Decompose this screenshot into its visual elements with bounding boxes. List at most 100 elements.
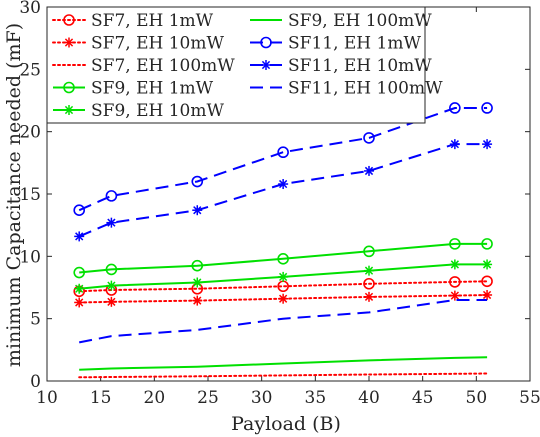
data-point [106, 217, 117, 228]
series-sf11-eh-10mw [74, 139, 493, 242]
legend-marker [261, 60, 271, 70]
data-point [192, 295, 203, 306]
legend-entry-sf7-eh-100mw: SF7, EH 100mW [52, 56, 235, 76]
data-point [191, 175, 204, 188]
legend-marker [260, 36, 272, 49]
data-point [105, 263, 118, 276]
data-point [449, 139, 460, 150]
legend-label: SF7, EH 10mW [91, 34, 224, 54]
legend-entry-sf11-eh-1mw: SF11, EH 1mW [250, 34, 421, 54]
data-point [277, 146, 289, 159]
data-point [481, 102, 493, 114]
x-tick-label: 40 [358, 388, 380, 408]
data-point [192, 205, 203, 216]
legend-entry-sf11-eh-10mw: SF11, EH 10mW [250, 56, 432, 76]
data-point [482, 289, 493, 300]
legend-entry-sf9-eh-100mw: SF9, EH 100mW [250, 11, 432, 31]
series-sf11-eh-1mw [73, 102, 493, 217]
data-point [481, 238, 493, 250]
data-point [191, 259, 204, 272]
data-point [278, 293, 289, 304]
series-sf9-eh-10mw [74, 259, 493, 294]
data-point [449, 276, 461, 288]
data-point [192, 277, 203, 288]
data-point [482, 139, 493, 150]
series-sf7-eh-10mw [74, 289, 493, 308]
legend-marker [64, 37, 74, 48]
data-point [278, 179, 289, 190]
legend-marker [63, 81, 75, 94]
x-tick-label: 45 [412, 388, 434, 408]
data-point [449, 102, 461, 114]
series-sf9-eh-100mw [79, 356, 488, 371]
data-point [106, 296, 117, 307]
data-point [449, 290, 460, 301]
legend-label: SF11, EH 100mW [288, 79, 443, 99]
data-point [277, 253, 289, 265]
data-point [106, 280, 117, 291]
y-tick-label: 0 [30, 372, 41, 392]
series-sf7-eh-100mw [78, 372, 489, 379]
x-tick-label: 50 [466, 388, 488, 408]
data-point [74, 297, 85, 308]
data-point [74, 231, 85, 242]
data-point [449, 238, 461, 250]
series-sf11-eh-100mw [79, 299, 488, 344]
legend-marker [64, 105, 74, 115]
data-point [73, 204, 85, 217]
legend-entry-sf7-eh-1mw: SF7, EH 1mW [52, 11, 214, 31]
y-tick-label: 10 [19, 247, 41, 267]
legend-entry-sf7-eh-10mw: SF7, EH 10mW [52, 34, 224, 54]
series-line [79, 299, 488, 344]
series-line [79, 242, 488, 274]
data-point [278, 271, 289, 282]
data-point [73, 266, 85, 279]
series-line [78, 372, 489, 379]
x-tick-label: 15 [90, 388, 112, 408]
x-tick-label: 55 [519, 388, 540, 408]
axis-ticks: 10 15 20 25 30 35 40 45 50 55 0 5 10 15 20 25 30 [19, 0, 540, 408]
y-tick-label: 30 [19, 0, 41, 18]
data-point [105, 190, 118, 202]
y-tick-label: 25 [19, 60, 41, 80]
data-point [364, 165, 374, 176]
series-line [78, 280, 489, 293]
y-tick-label: 5 [30, 310, 41, 330]
legend-box [46, 6, 426, 124]
data-point [449, 259, 460, 270]
legend-label: SF11, EH 1mW [288, 34, 421, 54]
legend-entry-sf9-eh-10mw: SF9, EH 10mW [53, 101, 224, 121]
legend-label: SF11, EH 10mW [288, 56, 432, 76]
legend-label: SF9, EH 100mW [288, 11, 432, 31]
x-tick-label: 30 [251, 388, 273, 408]
x-tick-label: 10 [36, 388, 58, 408]
data-point [363, 245, 375, 258]
x-tick-label: 35 [305, 388, 327, 408]
x-axis-label: Payload (B) [231, 413, 341, 435]
legend-label: SF7, EH 1mW [91, 11, 214, 31]
data-point [363, 277, 375, 290]
data-point [364, 265, 374, 276]
legend-entry-sf11-eh-100mw: SF11, EH 100mW [250, 79, 443, 99]
legend-label: SF9, EH 10mW [91, 101, 224, 121]
series-line [78, 107, 488, 212]
series-layer [73, 102, 493, 379]
y-tick-label: 15 [19, 185, 41, 205]
series-sf9-eh-1mw [73, 238, 493, 279]
x-tick-label: 20 [144, 388, 166, 408]
data-point [364, 291, 374, 302]
data-point [482, 259, 493, 270]
series-line [79, 356, 488, 371]
legend-label: SF7, EH 100mW [91, 56, 235, 76]
x-tick-label: 25 [197, 388, 219, 408]
data-point [363, 132, 375, 144]
legend-marker [63, 14, 75, 26]
y-tick-label: 20 [19, 123, 41, 143]
legend-entry-sf9-eh-1mw: SF9, EH 1mW [53, 79, 214, 99]
data-point [481, 275, 493, 288]
legend-label: SF9, EH 1mW [91, 79, 214, 99]
data-point [74, 283, 85, 294]
y-axis-label: minimum Capacitance needed (mF) [3, 23, 25, 367]
